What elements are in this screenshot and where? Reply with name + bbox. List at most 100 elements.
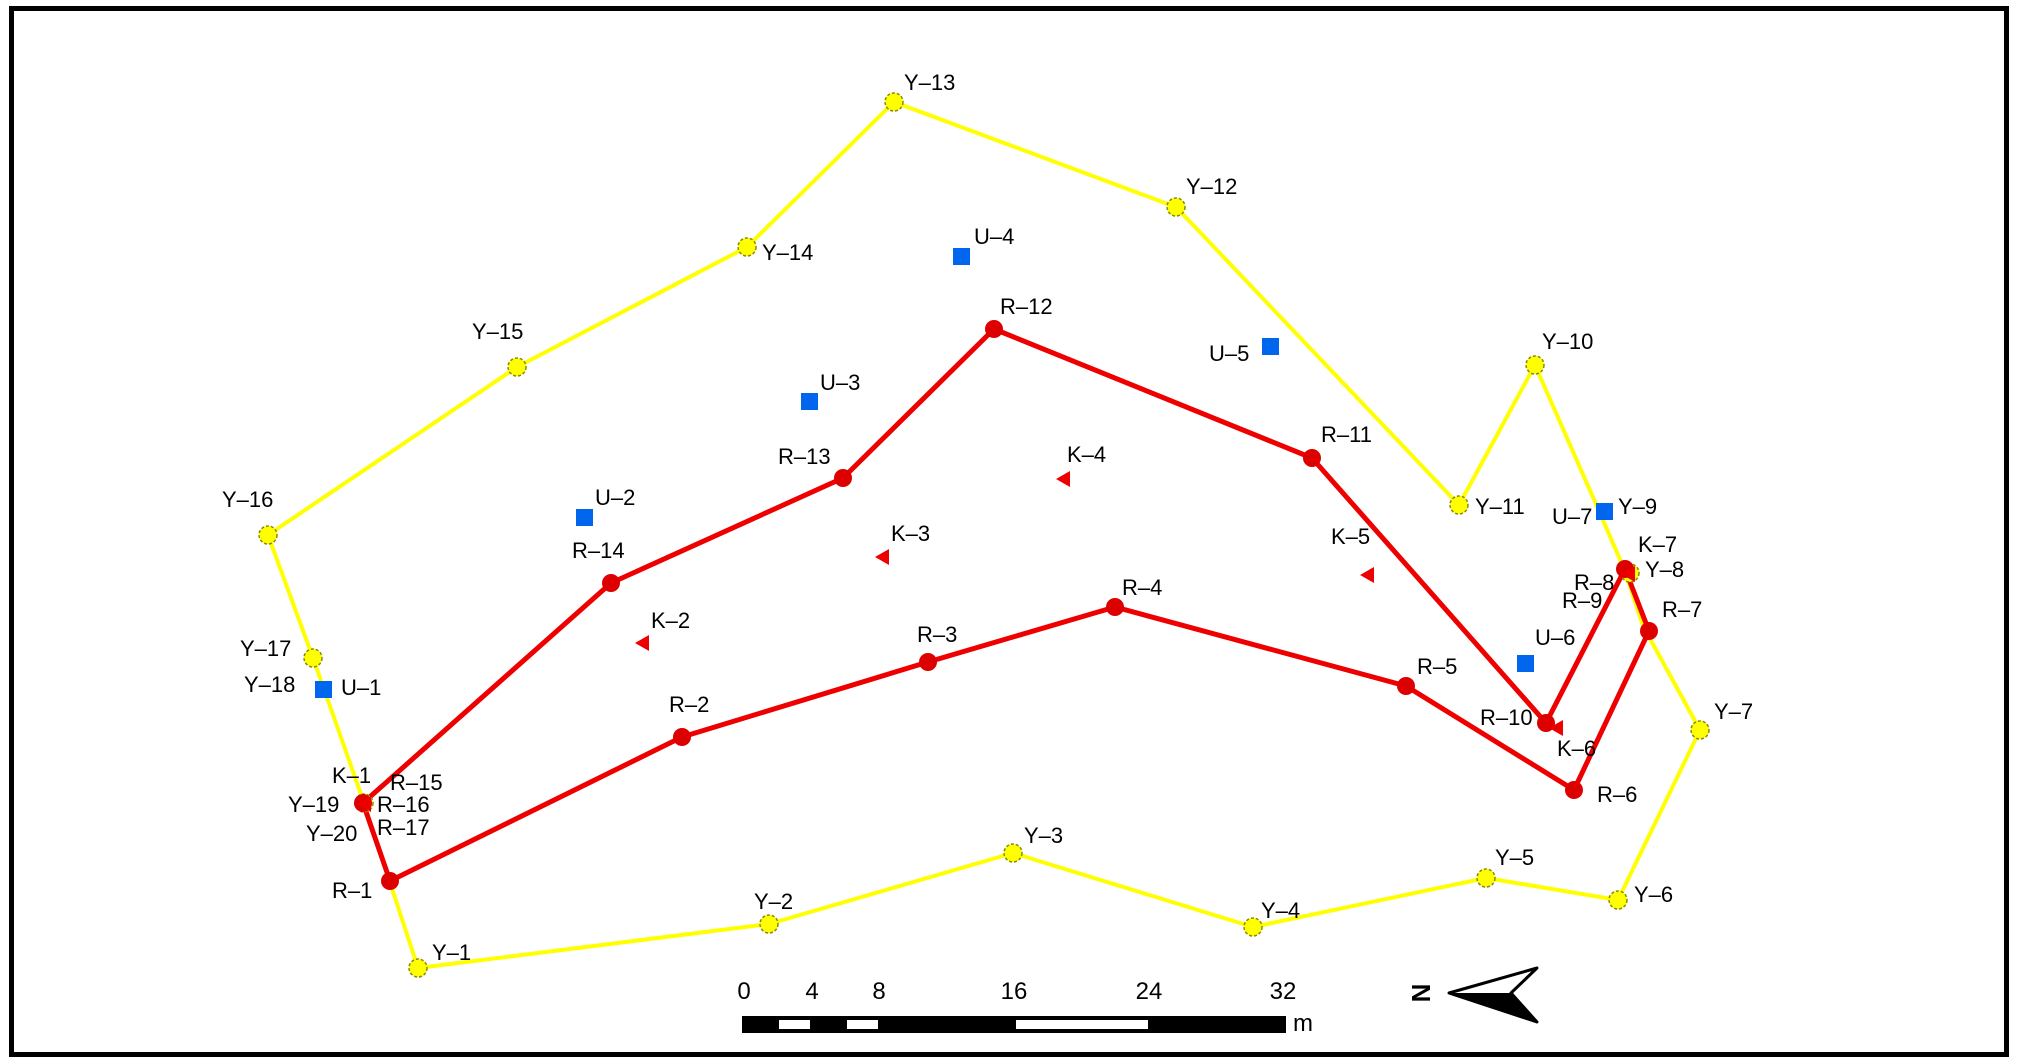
map-frame: Y–1 Y–2 Y–3 Y–4 Y–5 Y–6 Y–7 Y–8 Y–9 Y–10… bbox=[9, 6, 2009, 1057]
u-square-u-6[interactable] bbox=[1517, 655, 1534, 672]
scale-bar-segment-light-1 bbox=[779, 1020, 810, 1029]
k-triangle-k-4[interactable] bbox=[1056, 471, 1070, 487]
label-r-8: R–8 bbox=[1574, 570, 1614, 595]
u-labels: U–1 U–2 U–3 U–4 U–5 U–6 U–7 bbox=[341, 224, 1592, 700]
k-triangles bbox=[357, 471, 1635, 812]
yellow-point-y-1[interactable] bbox=[408, 958, 428, 978]
label-k-1: K–1 bbox=[332, 763, 371, 788]
u-square-u-7[interactable] bbox=[1596, 503, 1613, 520]
yellow-point-y-5[interactable] bbox=[1476, 868, 1496, 888]
u-square-u-3[interactable] bbox=[801, 393, 818, 410]
scale-bar-segment-light-2 bbox=[847, 1020, 878, 1029]
label-y-3: Y–3 bbox=[1024, 823, 1063, 848]
label-k-5: K–5 bbox=[1331, 524, 1370, 549]
yellow-point-y-10[interactable] bbox=[1525, 355, 1545, 375]
label-y-8: Y–8 bbox=[1645, 557, 1684, 582]
scale-tick-16: 16 bbox=[1001, 978, 1028, 1005]
yellow-point-y-15[interactable] bbox=[507, 357, 527, 377]
k-triangle-k-2[interactable] bbox=[635, 635, 649, 651]
label-y-12: Y–12 bbox=[1186, 174, 1237, 199]
yellow-point-y-4[interactable] bbox=[1243, 917, 1263, 937]
label-y-13: Y–13 bbox=[904, 70, 955, 95]
label-y-14: Y–14 bbox=[762, 240, 813, 265]
yellow-point-y-7[interactable] bbox=[1690, 720, 1710, 740]
label-r-10: R–10 bbox=[1480, 705, 1533, 730]
yellow-point-y-14[interactable] bbox=[737, 237, 757, 257]
label-y-4: Y–4 bbox=[1261, 898, 1300, 923]
u-square-u-1[interactable] bbox=[315, 681, 332, 698]
label-r-14: R–14 bbox=[572, 538, 625, 563]
label-u-1: U–1 bbox=[341, 675, 381, 700]
scale-tick-24: 24 bbox=[1136, 978, 1163, 1005]
u-squares bbox=[315, 248, 1613, 698]
label-u-4: U–4 bbox=[974, 224, 1014, 249]
label-r-13: R–13 bbox=[778, 444, 831, 469]
red-point-r-12[interactable] bbox=[985, 320, 1003, 338]
label-r-17: R–17 bbox=[377, 815, 430, 840]
k-triangle-k-6[interactable] bbox=[1549, 720, 1563, 736]
label-k-7: K–7 bbox=[1638, 532, 1677, 557]
red-point-r-13[interactable] bbox=[834, 469, 852, 487]
red-point-r-5[interactable] bbox=[1397, 677, 1415, 695]
yellow-point-y-13[interactable] bbox=[884, 92, 904, 112]
label-r-7: R–7 bbox=[1662, 597, 1702, 622]
label-k-4: K–4 bbox=[1067, 442, 1106, 467]
scale-tick-4: 4 bbox=[805, 978, 818, 1005]
label-r-2: R–2 bbox=[669, 692, 709, 717]
label-y-7: Y–7 bbox=[1714, 699, 1753, 724]
label-u-3: U–3 bbox=[820, 370, 860, 395]
yellow-point-y-16[interactable] bbox=[258, 525, 278, 545]
red-point-r-11[interactable] bbox=[1303, 449, 1321, 467]
yellow-point-y-11[interactable] bbox=[1449, 495, 1469, 515]
map-canvas: Y–1 Y–2 Y–3 Y–4 Y–5 Y–6 Y–7 Y–8 Y–9 Y–10… bbox=[222, 70, 1753, 1037]
yellow-point-y-2[interactable] bbox=[759, 914, 779, 934]
red-point-r-1[interactable] bbox=[381, 872, 399, 890]
label-r-16: R–16 bbox=[377, 792, 430, 817]
label-y-15: Y–15 bbox=[472, 319, 523, 344]
label-y-11: Y–11 bbox=[1475, 494, 1525, 519]
k-triangle-k-5[interactable] bbox=[1360, 567, 1374, 583]
label-y-19: Y–19 bbox=[288, 792, 339, 817]
u-square-u-2[interactable] bbox=[576, 509, 593, 526]
north-arrow-half bbox=[1449, 993, 1537, 1022]
label-y-6: Y–6 bbox=[1634, 882, 1673, 907]
k-labels: K–1 K–2 K–3 K–4 K–5 K–6 K–7 bbox=[332, 442, 1677, 788]
scale-unit: m bbox=[1293, 1010, 1313, 1037]
u-square-u-4[interactable] bbox=[953, 248, 970, 265]
u-square-u-5[interactable] bbox=[1262, 338, 1279, 355]
label-y-9: Y–9 bbox=[1618, 494, 1657, 519]
red-point-r-3[interactable] bbox=[919, 653, 937, 671]
scale-bar-outline bbox=[742, 1016, 1286, 1033]
scale-bar-segment-light-3 bbox=[1016, 1020, 1148, 1029]
k-triangle-k-3[interactable] bbox=[875, 549, 889, 565]
red-points bbox=[354, 320, 1658, 890]
label-r-15: R–15 bbox=[390, 770, 443, 795]
label-u-6: U–6 bbox=[1535, 625, 1575, 650]
red-point-r-14[interactable] bbox=[602, 574, 620, 592]
red-point-r-2[interactable] bbox=[673, 728, 691, 746]
label-r-12: R–12 bbox=[1000, 294, 1053, 319]
yellow-point-y-6[interactable] bbox=[1608, 890, 1628, 910]
yellow-point-y-3[interactable] bbox=[1003, 843, 1023, 863]
scale-tick-0: 0 bbox=[737, 978, 750, 1005]
yellow-point-y-12[interactable] bbox=[1166, 197, 1186, 217]
k-triangle-k-1[interactable] bbox=[357, 796, 371, 812]
yellow-point-y-17[interactable] bbox=[303, 648, 323, 668]
k-triangle-k-7[interactable] bbox=[1621, 566, 1635, 582]
red-point-r-7[interactable] bbox=[1640, 622, 1658, 640]
label-y-16: Y–16 bbox=[222, 487, 273, 512]
red-point-r-6[interactable] bbox=[1565, 781, 1583, 799]
label-u-2: U–2 bbox=[595, 485, 635, 510]
label-r-11: R–11 bbox=[1321, 422, 1372, 447]
label-r-3: R–3 bbox=[917, 622, 957, 647]
scale-tick-8: 8 bbox=[872, 978, 885, 1005]
label-u-5: U–5 bbox=[1209, 341, 1249, 366]
label-r-9: R–9 bbox=[1562, 588, 1602, 613]
label-r-6: R–6 bbox=[1597, 782, 1637, 807]
scale-tick-32: 32 bbox=[1270, 978, 1297, 1005]
red-point-r-4[interactable] bbox=[1106, 598, 1124, 616]
scale-bar: 0 4 8 16 24 32 m bbox=[737, 978, 1313, 1037]
label-y-17: Y–17 bbox=[240, 636, 291, 661]
label-y-10: Y–10 bbox=[1542, 329, 1593, 354]
label-y-1: Y–1 bbox=[432, 940, 471, 965]
